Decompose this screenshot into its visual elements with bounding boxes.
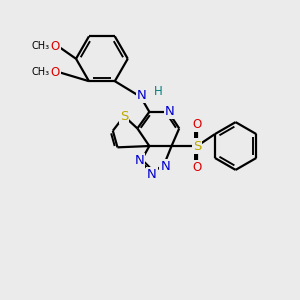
Text: H: H <box>154 85 162 98</box>
Text: S: S <box>120 110 128 123</box>
Text: CH₃: CH₃ <box>32 67 50 77</box>
Text: N: N <box>160 160 170 173</box>
Text: O: O <box>51 40 60 53</box>
Text: O: O <box>193 161 202 174</box>
Text: O: O <box>51 65 60 79</box>
Text: O: O <box>193 118 202 130</box>
Text: S: S <box>193 140 201 152</box>
Text: N: N <box>165 105 175 118</box>
Text: N: N <box>134 154 144 167</box>
Text: N: N <box>137 89 147 102</box>
Text: N: N <box>147 168 157 181</box>
Text: CH₃: CH₃ <box>32 41 50 52</box>
